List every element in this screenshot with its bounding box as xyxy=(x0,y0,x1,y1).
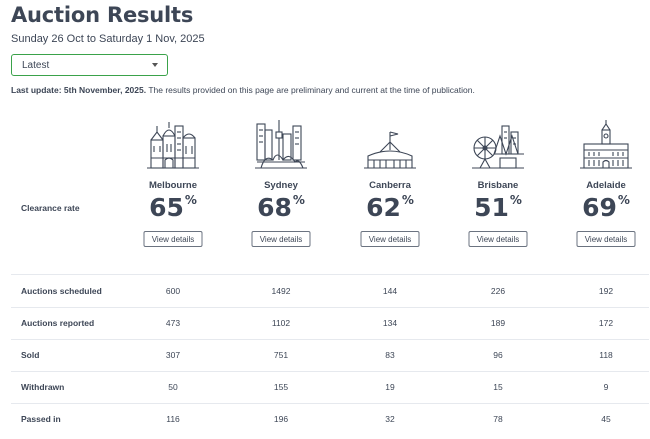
table-cell: 78 xyxy=(493,414,503,424)
row-label: Auctions reported xyxy=(21,318,95,328)
view-details-button[interactable]: View details xyxy=(143,231,203,247)
table-cell: 155 xyxy=(273,382,289,392)
melbourne-skyline-icon xyxy=(147,122,199,169)
table-cell: 172 xyxy=(598,318,614,328)
clearance-rate-label: Clearance rate xyxy=(21,203,80,213)
table-divider xyxy=(11,371,649,372)
caret-down-icon xyxy=(152,63,158,67)
table-row: Passed in 116 196 32 78 45 xyxy=(0,403,650,435)
row-label: Withdrawn xyxy=(21,382,65,392)
table-divider xyxy=(11,307,649,308)
last-update-note: Last update: 5th November, 2025. The res… xyxy=(11,85,475,95)
view-details-button[interactable]: View details xyxy=(251,231,311,247)
brisbane-skyline-icon xyxy=(472,125,524,169)
city-column-canberra: Canberra 62% View details xyxy=(336,118,444,258)
clearance-rate-value: 65% xyxy=(149,193,197,222)
sydney-skyline-icon xyxy=(255,120,307,169)
table-cell: 1492 xyxy=(271,286,291,296)
table-row: Sold 307 751 83 96 118 xyxy=(0,339,650,371)
table-divider xyxy=(11,403,649,404)
city-column-sydney: Sydney 68% View details xyxy=(227,118,335,258)
table-cell: 134 xyxy=(382,318,398,328)
city-column-adelaide: Adelaide 69% View details xyxy=(552,118,650,258)
row-label: Sold xyxy=(21,350,40,360)
date-range: Sunday 26 Oct to Saturday 1 Nov, 2025 xyxy=(11,33,205,45)
table-cell: 307 xyxy=(165,350,181,360)
table-cell: 83 xyxy=(385,350,395,360)
table-cell: 118 xyxy=(599,350,613,360)
last-update-disclaimer: The results provided on this page are pr… xyxy=(146,85,475,95)
last-update-date: Last update: 5th November, 2025. xyxy=(11,85,147,95)
canberra-parliament-icon xyxy=(364,131,416,169)
row-label: Passed in xyxy=(21,414,61,424)
period-select[interactable]: Latest xyxy=(11,54,168,76)
table-cell: 189 xyxy=(490,318,506,328)
city-column-brisbane: Brisbane 51% View details xyxy=(444,118,552,258)
table-cell: 19 xyxy=(385,382,395,392)
view-details-button[interactable]: View details xyxy=(360,231,420,247)
adelaide-building-icon xyxy=(580,120,632,169)
table-cell: 473 xyxy=(165,318,181,328)
clearance-rate-value: 68% xyxy=(257,193,305,222)
table-divider xyxy=(11,274,649,275)
table-row: Auctions scheduled 600 1492 144 226 192 xyxy=(0,275,650,307)
clearance-rate-value: 51% xyxy=(474,193,522,222)
table-cell: 15 xyxy=(493,382,503,392)
city-name: Sydney xyxy=(264,180,298,191)
clearance-rate-value: 69% xyxy=(582,193,630,222)
city-name: Brisbane xyxy=(477,180,519,191)
table-row: Auctions reported 473 1102 134 189 172 xyxy=(0,307,650,339)
city-column-melbourne: Melbourne 65% View details xyxy=(119,118,227,258)
view-details-button[interactable]: View details xyxy=(468,231,528,247)
table-cell: 9 xyxy=(603,382,609,392)
table-cell: 96 xyxy=(493,350,503,360)
city-name: Canberra xyxy=(369,180,411,191)
table-row: Withdrawn 50 155 19 15 9 xyxy=(0,371,650,403)
city-name: Adelaide xyxy=(586,180,626,191)
table-cell: 116 xyxy=(166,414,180,424)
table-divider xyxy=(11,339,649,340)
table-cell: 751 xyxy=(273,350,289,360)
table-cell: 196 xyxy=(273,414,289,424)
table-cell: 50 xyxy=(168,382,178,392)
row-label: Auctions scheduled xyxy=(21,286,102,296)
table-cell: 144 xyxy=(382,286,398,296)
view-details-button[interactable]: View details xyxy=(576,231,636,247)
table-cell: 226 xyxy=(490,286,506,296)
table-cell: 1102 xyxy=(271,318,291,328)
table-cell: 192 xyxy=(598,286,614,296)
page-title: Auction Results xyxy=(11,3,194,27)
period-select-value: Latest xyxy=(22,60,50,71)
table-cell: 45 xyxy=(601,414,611,424)
table-cell: 600 xyxy=(165,286,181,296)
city-name: Melbourne xyxy=(148,180,198,191)
table-cell: 32 xyxy=(385,414,395,424)
clearance-rate-value: 62% xyxy=(366,193,414,222)
